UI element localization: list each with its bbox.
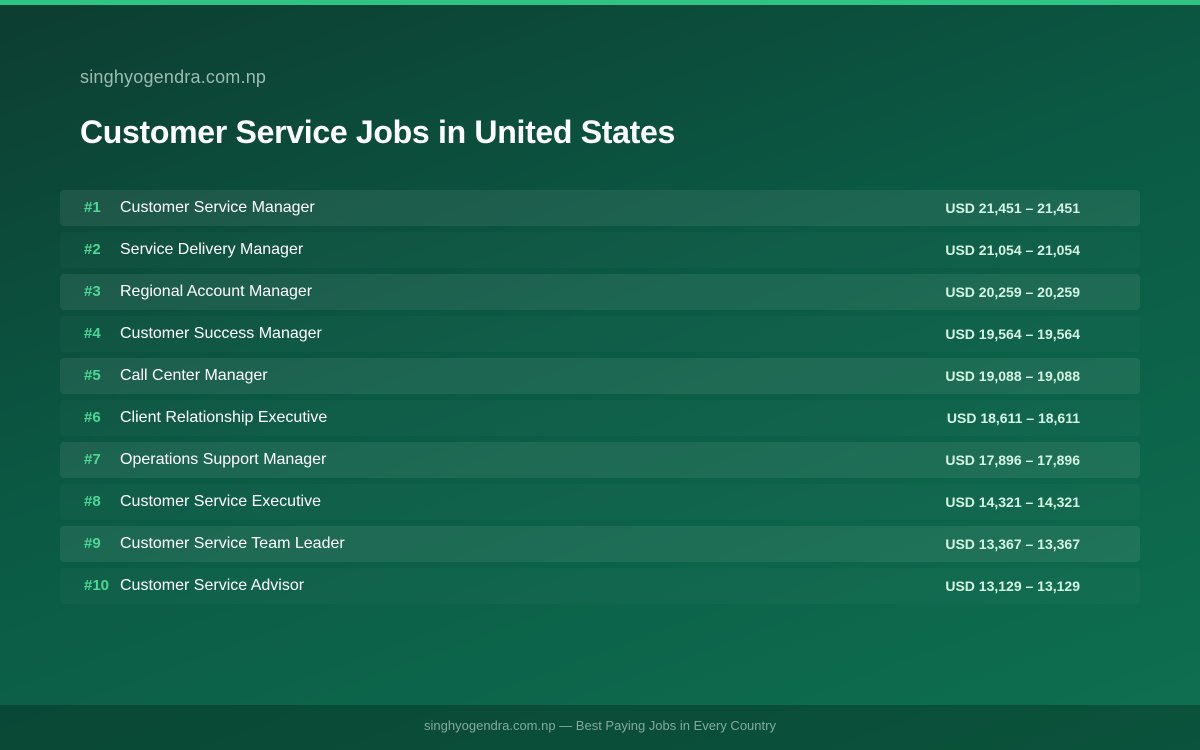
job-salary: USD 17,896 – 17,896: [945, 452, 1080, 468]
job-row: #2 Service Delivery Manager USD 21,054 –…: [60, 232, 1140, 268]
job-rank: #8: [84, 493, 101, 510]
job-row: #5 Call Center Manager USD 19,088 – 19,0…: [60, 358, 1140, 394]
job-rank: #9: [84, 535, 101, 552]
job-list: #1 Customer Service Manager USD 21,451 –…: [60, 190, 1140, 610]
page-title: Customer Service Jobs in United States: [80, 114, 676, 150]
job-row: #7 Operations Support Manager USD 17,896…: [60, 442, 1140, 478]
job-row: #4 Customer Success Manager USD 19,564 –…: [60, 316, 1140, 352]
job-title: Call Center Manager: [120, 367, 268, 384]
job-rank: #2: [84, 241, 101, 258]
job-title: Customer Service Executive: [120, 493, 321, 510]
job-salary: USD 18,611 – 18,611: [946, 410, 1080, 426]
job-rank: #1: [84, 199, 101, 216]
job-rank: #5: [84, 367, 101, 384]
job-salary: USD 19,088 – 19,088: [945, 368, 1080, 384]
job-title: Customer Service Manager: [120, 199, 315, 216]
job-row: #1 Customer Service Manager USD 21,451 –…: [60, 190, 1140, 226]
job-salary: USD 14,321 – 14,321: [945, 494, 1080, 510]
job-salary: USD 21,054 – 21,054: [945, 242, 1080, 258]
top-accent-bar: [0, 0, 1200, 5]
job-salary: USD 13,367 – 13,367: [945, 536, 1080, 552]
job-row: #8 Customer Service Executive USD 14,321…: [60, 484, 1140, 520]
job-title: Customer Service Team Leader: [120, 535, 345, 552]
job-title: Operations Support Manager: [120, 451, 327, 468]
job-title: Service Delivery Manager: [120, 241, 304, 258]
job-title: Regional Account Manager: [120, 283, 313, 300]
job-rank: #10: [84, 577, 110, 594]
footer: singhyogendra.com.np — Best Paying Jobs …: [0, 705, 1200, 750]
job-row: #10 Customer Service Advisor USD 13,129 …: [60, 568, 1140, 604]
job-row: #3 Regional Account Manager USD 20,259 –…: [60, 274, 1140, 310]
job-salary: USD 21,451 – 21,451: [945, 200, 1080, 216]
job-rank: #4: [84, 325, 101, 342]
job-title: Customer Service Advisor: [120, 577, 305, 594]
job-salary: USD 19,564 – 19,564: [945, 326, 1080, 342]
job-title: Client Relationship Executive: [120, 409, 328, 426]
job-title: Customer Success Manager: [120, 325, 322, 342]
job-salary: USD 13,129 – 13,129: [945, 578, 1080, 594]
job-row: #9 Customer Service Team Leader USD 13,3…: [60, 526, 1140, 562]
job-rank: #3: [84, 283, 101, 300]
job-rank: #6: [84, 409, 101, 426]
site-name: singhyogendra.com.np: [80, 67, 267, 87]
footer-text: singhyogendra.com.np — Best Paying Jobs …: [424, 718, 776, 733]
job-rank: #7: [84, 451, 101, 468]
job-row: #6 Client Relationship Executive USD 18,…: [60, 400, 1140, 436]
job-salary: USD 20,259 – 20,259: [945, 284, 1080, 300]
